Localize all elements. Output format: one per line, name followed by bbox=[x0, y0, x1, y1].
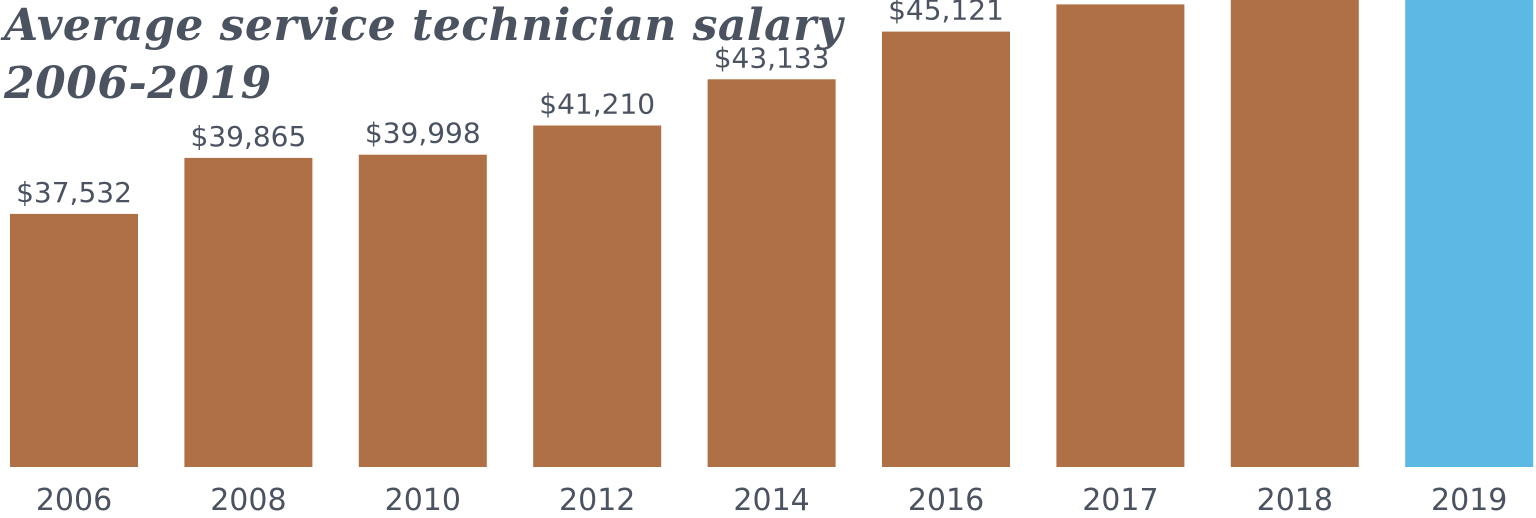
bar-2008 bbox=[184, 157, 313, 467]
x-tick-label-2006: 2006 bbox=[36, 483, 112, 518]
x-tick-label-2016: 2016 bbox=[908, 483, 984, 518]
value-label-2006: $37,532 bbox=[16, 176, 132, 209]
x-tick-label-2014: 2014 bbox=[733, 483, 809, 518]
bar-2012 bbox=[533, 125, 662, 467]
value-label-2008: $39,865 bbox=[191, 120, 307, 153]
value-label-2014: $43,133 bbox=[714, 41, 830, 74]
x-tick-label-2012: 2012 bbox=[559, 483, 635, 518]
bar-2010 bbox=[358, 154, 487, 467]
x-tick-label-2019: 2019 bbox=[1431, 483, 1507, 518]
bar-2006 bbox=[10, 213, 138, 467]
value-label-2012: $41,210 bbox=[539, 88, 655, 121]
x-tick-label-2008: 2008 bbox=[210, 483, 286, 518]
x-tick-label-2017: 2017 bbox=[1082, 483, 1158, 518]
bar-2014 bbox=[707, 79, 836, 468]
bar-2017 bbox=[1056, 4, 1185, 468]
bar-2018 bbox=[1230, 0, 1359, 467]
bar-2019 bbox=[1405, 0, 1534, 467]
x-tick-label-2018: 2018 bbox=[1257, 483, 1333, 518]
value-label-2010: $39,998 bbox=[365, 117, 481, 150]
bar-2016 bbox=[882, 31, 1010, 467]
x-tick-label-2010: 2010 bbox=[385, 483, 461, 518]
chart-subtitle: 2006-2019 bbox=[4, 58, 272, 109]
chart-title: Average service technician salary bbox=[4, 0, 843, 51]
value-label-2016: $45,121 bbox=[888, 0, 1004, 27]
